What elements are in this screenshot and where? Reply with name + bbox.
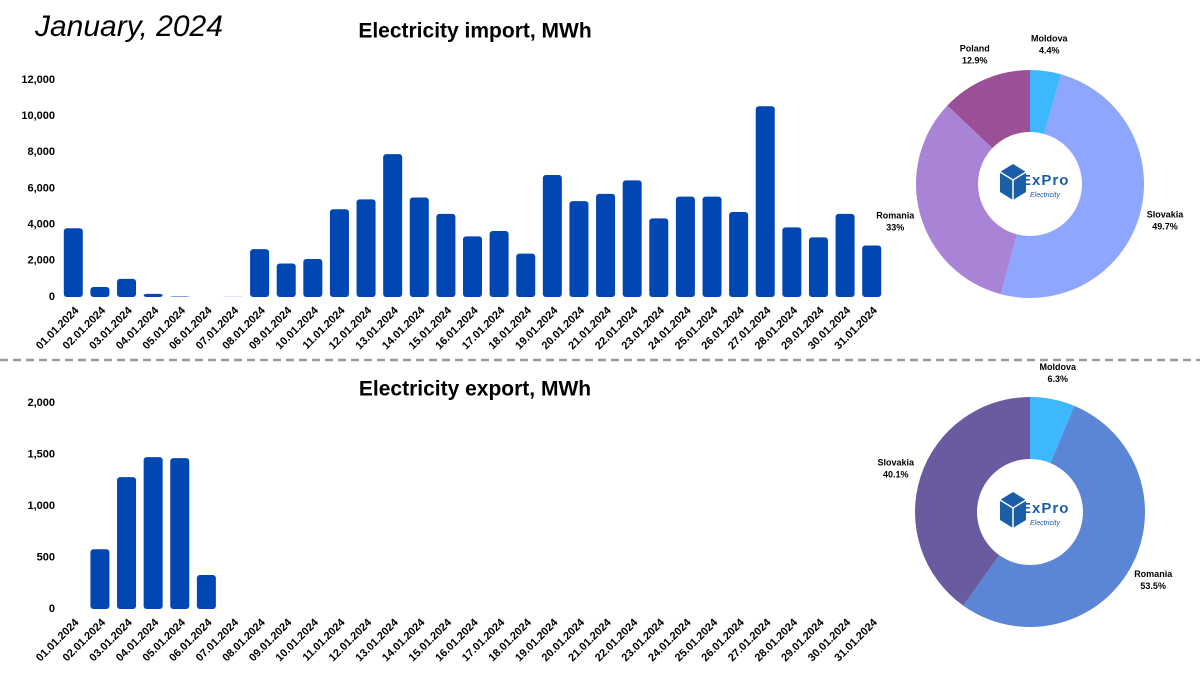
slice-value: 6.3% [1047, 374, 1068, 384]
bar [436, 213, 456, 297]
bar [542, 174, 562, 297]
y-tick-label: 6,000 [27, 182, 55, 194]
donut-slice [1030, 397, 1075, 464]
y-tick-label: 1,500 [27, 448, 55, 460]
bar [729, 212, 749, 297]
bar [170, 458, 190, 609]
slice-value: 49.7% [1152, 221, 1178, 231]
y-tick-label: 500 [37, 551, 55, 563]
chart-title: Electricity import, MWh [358, 20, 591, 43]
logo-tagline: Electricity [1030, 520, 1060, 527]
slice-value: 4.4% [1039, 46, 1060, 56]
bar [143, 457, 163, 609]
slice-label: Poland [960, 44, 990, 54]
bar [702, 196, 722, 297]
slice-label: Moldova [1039, 362, 1076, 372]
bar [516, 253, 536, 297]
bar [835, 213, 855, 297]
bar [90, 287, 110, 297]
y-tick-label: 1,000 [27, 500, 55, 512]
slice-label: Romania [876, 211, 915, 221]
y-tick-label: 0 [49, 291, 55, 303]
bar [329, 209, 349, 297]
donut-slice [947, 70, 1030, 149]
slice-value: 53.5% [1140, 581, 1166, 591]
bar [383, 154, 403, 297]
bar [596, 193, 616, 297]
bar [63, 228, 83, 297]
slice-label: Moldova [1031, 34, 1068, 44]
logo-icon-line [999, 499, 1027, 509]
logo: ExPro Electricity [999, 492, 1069, 528]
donut-slice [916, 105, 1017, 295]
bar [90, 549, 110, 609]
donut-slice [1000, 74, 1145, 299]
bar [649, 218, 669, 297]
y-tick-label: 4,000 [27, 219, 55, 231]
y-tick-label: 2,000 [27, 255, 55, 267]
slice-label: Slovakia [877, 457, 915, 467]
y-tick-label: 2,000 [27, 397, 55, 409]
bar [143, 293, 163, 297]
donut-slice [914, 397, 1030, 606]
logo-name: ExPro [1021, 172, 1069, 189]
y-tick-label: 12,000 [21, 74, 55, 86]
y-tick-label: 8,000 [27, 146, 55, 158]
bar [409, 197, 429, 297]
donut-slice [1030, 70, 1062, 134]
bar [170, 296, 190, 297]
bar [356, 199, 376, 297]
bar [755, 106, 775, 298]
logo-name: ExPro [1021, 500, 1069, 517]
bar [782, 227, 802, 297]
bar [675, 196, 695, 297]
bar [250, 249, 270, 297]
bar [117, 278, 137, 297]
logo-tagline: Electricity [1030, 192, 1060, 199]
slice-value: 33% [886, 223, 904, 233]
bar [276, 263, 296, 297]
slice-value: 40.1% [883, 469, 909, 479]
y-tick-label: 0 [49, 603, 55, 615]
donut-slice [963, 405, 1145, 627]
logo-icon-line [999, 171, 1027, 181]
chart-title: Electricity export, MWh [359, 378, 591, 401]
bar [489, 230, 509, 297]
y-tick-label: 10,000 [21, 110, 55, 122]
bar [569, 201, 589, 297]
bar [862, 245, 882, 297]
slice-label: Slovakia [1147, 209, 1185, 219]
bar [117, 477, 137, 609]
slice-label: Romania [1134, 569, 1173, 579]
bar [303, 259, 323, 297]
bar [622, 180, 642, 297]
logo: ExPro Electricity [999, 164, 1069, 200]
bar [463, 236, 482, 297]
bar [196, 575, 216, 609]
slice-value: 12.9% [962, 56, 988, 66]
bar [808, 237, 828, 297]
page-title: January, 2024 [34, 10, 223, 43]
